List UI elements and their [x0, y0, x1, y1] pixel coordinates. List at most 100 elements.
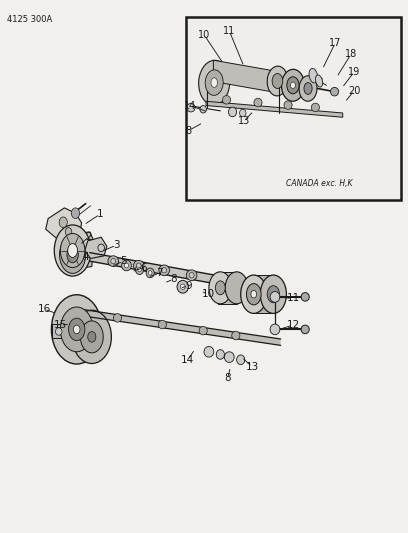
Text: 19: 19	[348, 67, 360, 77]
Ellipse shape	[237, 355, 245, 365]
Ellipse shape	[55, 328, 62, 335]
Ellipse shape	[301, 293, 309, 301]
Text: 9: 9	[185, 281, 192, 290]
Ellipse shape	[304, 83, 312, 94]
Text: 17: 17	[329, 38, 341, 47]
Text: 4: 4	[82, 252, 89, 262]
Ellipse shape	[67, 247, 78, 263]
Text: CANADA exc. H,K: CANADA exc. H,K	[286, 179, 352, 188]
Text: 11: 11	[223, 26, 235, 36]
Ellipse shape	[159, 265, 169, 276]
Text: 16: 16	[38, 304, 51, 314]
Text: 14: 14	[181, 355, 194, 365]
Ellipse shape	[225, 272, 248, 304]
Ellipse shape	[69, 318, 85, 341]
Ellipse shape	[135, 265, 144, 274]
Ellipse shape	[284, 101, 292, 109]
Text: 14: 14	[184, 101, 196, 110]
Text: 8: 8	[170, 274, 177, 284]
Polygon shape	[60, 232, 94, 271]
Bar	[186, 17, 401, 200]
Text: 3: 3	[113, 240, 120, 250]
Ellipse shape	[205, 70, 223, 95]
Ellipse shape	[68, 244, 78, 257]
Ellipse shape	[189, 272, 194, 278]
Text: 10: 10	[202, 289, 215, 299]
Ellipse shape	[224, 352, 234, 362]
Polygon shape	[85, 237, 107, 259]
Ellipse shape	[113, 313, 122, 322]
Ellipse shape	[200, 106, 206, 113]
Ellipse shape	[59, 217, 67, 228]
Ellipse shape	[204, 346, 214, 357]
Text: 11: 11	[286, 294, 299, 303]
Text: 1: 1	[97, 209, 103, 219]
Text: 13: 13	[246, 362, 259, 372]
Ellipse shape	[232, 331, 240, 340]
Ellipse shape	[162, 268, 166, 273]
Ellipse shape	[65, 228, 72, 236]
Polygon shape	[77, 309, 281, 345]
Ellipse shape	[270, 292, 280, 302]
Ellipse shape	[216, 350, 224, 359]
Ellipse shape	[60, 307, 93, 352]
Ellipse shape	[133, 260, 144, 271]
Ellipse shape	[73, 325, 80, 334]
Ellipse shape	[54, 225, 91, 276]
Ellipse shape	[136, 263, 141, 269]
Text: 8: 8	[224, 374, 231, 383]
Ellipse shape	[124, 263, 129, 268]
Ellipse shape	[301, 325, 309, 334]
Ellipse shape	[228, 107, 237, 117]
Ellipse shape	[309, 68, 318, 83]
Text: 8: 8	[185, 126, 192, 135]
Polygon shape	[90, 253, 286, 296]
Ellipse shape	[149, 271, 152, 275]
Polygon shape	[252, 275, 273, 313]
Ellipse shape	[239, 109, 246, 117]
Ellipse shape	[108, 256, 119, 266]
Ellipse shape	[88, 332, 96, 342]
Ellipse shape	[211, 78, 217, 87]
Text: 2: 2	[86, 232, 92, 241]
Polygon shape	[213, 60, 277, 93]
Ellipse shape	[299, 76, 317, 101]
Text: 20: 20	[348, 86, 360, 95]
Ellipse shape	[72, 310, 111, 364]
Ellipse shape	[251, 290, 257, 298]
Ellipse shape	[267, 66, 288, 96]
Ellipse shape	[241, 275, 267, 313]
Bar	[52, 324, 65, 338]
Text: 10: 10	[198, 30, 210, 39]
Ellipse shape	[270, 324, 280, 335]
Text: 7: 7	[156, 269, 162, 278]
Text: 13: 13	[238, 116, 250, 126]
Text: 12: 12	[286, 320, 299, 330]
Ellipse shape	[180, 284, 185, 289]
Ellipse shape	[254, 98, 262, 107]
Ellipse shape	[71, 208, 80, 219]
Ellipse shape	[330, 87, 339, 96]
Ellipse shape	[98, 244, 104, 252]
Text: 4125 300A: 4125 300A	[7, 15, 53, 24]
Text: 15: 15	[54, 320, 67, 330]
Text: 18: 18	[345, 50, 357, 59]
Ellipse shape	[177, 280, 188, 293]
Ellipse shape	[209, 272, 232, 304]
Ellipse shape	[272, 74, 283, 88]
Polygon shape	[206, 101, 343, 117]
Ellipse shape	[282, 69, 304, 101]
Ellipse shape	[122, 260, 131, 271]
Ellipse shape	[146, 268, 154, 278]
Ellipse shape	[186, 270, 197, 280]
Ellipse shape	[290, 82, 295, 88]
Ellipse shape	[215, 281, 225, 295]
Ellipse shape	[311, 103, 319, 112]
Polygon shape	[46, 208, 82, 241]
Ellipse shape	[287, 77, 299, 94]
Ellipse shape	[158, 320, 166, 329]
Ellipse shape	[199, 326, 207, 335]
Text: 6: 6	[140, 263, 147, 272]
Ellipse shape	[111, 259, 116, 264]
Polygon shape	[218, 272, 237, 304]
